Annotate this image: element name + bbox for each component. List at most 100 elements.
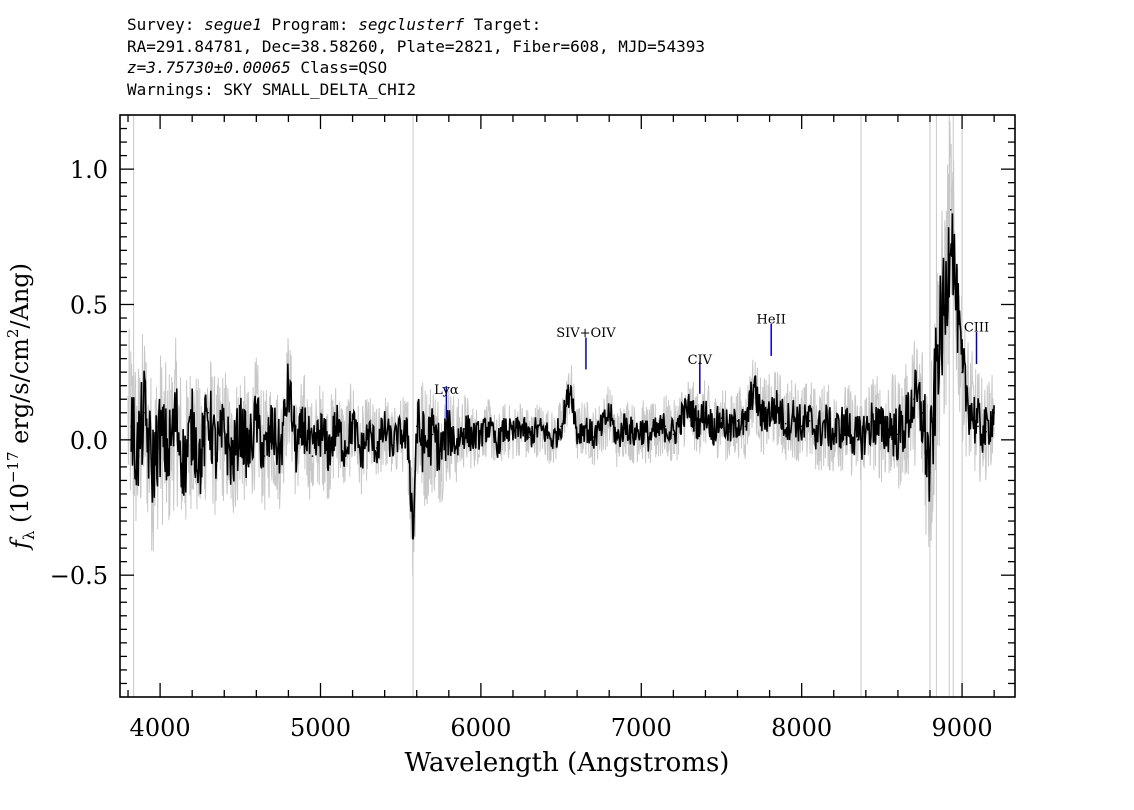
flux-point [504,428,506,430]
flux-point [592,436,594,438]
flux-point [776,406,779,409]
flux-point [728,430,731,433]
flux-point [456,441,458,444]
flux-point [865,430,867,433]
flux-point [977,425,979,428]
flux-point [993,411,995,414]
flux-point [961,371,963,373]
flux-point [720,417,723,419]
y-label-units-mid: erg/s/cm [6,338,34,452]
flux-point [143,411,145,414]
flux-point [648,436,651,438]
flux-point [760,417,763,419]
flux-point [130,425,133,428]
flux-point [496,444,498,447]
flux-point [929,471,931,474]
flux-point [937,344,939,346]
emission-line-annotations: Lyα SIV+OIV CIV HeII CIII [434,312,989,419]
flux-point [271,428,274,430]
x-tick-label: 7000 [611,714,672,742]
flux-point [183,466,185,468]
program-value: segclusterf [358,15,465,34]
emission-line-label: HeII [757,312,786,327]
flux-point [744,425,747,428]
flux-point [415,425,418,428]
target-label: Target: [464,15,542,34]
flux-point [480,433,482,436]
y-tick-label: 0.0 [70,427,108,455]
flux-point [969,406,971,409]
emission-line-label: CIV [688,353,713,368]
plot-header: Survey: segue1 Program: segclusterf Targ… [127,14,705,100]
y-label-squared: 2 [4,329,22,339]
x-tick-label: 9000 [932,714,993,742]
flux-point [412,533,414,536]
flux-point [303,425,306,428]
flux-point [696,422,699,425]
header-warnings: Warnings: SKY SMALL_DELTA_CHI2 [127,79,416,99]
flux-point [263,455,266,457]
flux-point [311,455,314,457]
flux-point [215,452,218,455]
y-axis-label: fλ (10−17 erg/s/cm2/Ang) [4,263,38,551]
flux-point [905,422,907,425]
x-tick-label: 6000 [450,714,511,742]
flux-point [800,425,803,428]
flux-point [950,208,952,211]
flux-point [913,398,915,401]
tick-labels: 4000 5000 6000 7000 8000 9000 −0.5 0.0 0.5 1.0 [50,156,993,742]
flux-point [327,449,330,452]
flux-point [407,441,410,444]
flux-point [608,411,611,414]
flux-point [752,384,755,387]
flux-point [295,449,298,452]
flux-point [569,384,572,387]
flux-point [672,433,675,436]
flux-point [439,449,442,452]
flux-point [640,428,643,430]
header-line-survey: Survey: segue1 Program: segclusterf Targ… [127,14,705,36]
flux-point [512,433,514,436]
flux-point [897,433,899,436]
error-band-trace [127,121,995,576]
flux-point [768,411,771,414]
flux-trace [130,213,995,540]
flux-point [616,439,619,441]
flux-point [423,444,426,447]
flux-point [576,433,578,436]
flux-point [431,433,434,436]
flux-point [889,425,891,428]
flux-layer [130,208,995,540]
flux-point [207,411,210,414]
class-value: Class=QSO [290,58,388,77]
flux-point [223,430,226,433]
x-tick-label: 8000 [771,714,832,742]
flux-point [632,433,635,436]
flux-point [688,406,691,409]
flux-point [464,428,466,430]
flux-point [816,430,819,433]
flux-point [199,460,201,463]
flux-point [536,428,538,430]
flux-point [792,414,795,417]
x-axis-label: Wavelength (Angstroms) [405,748,730,778]
flux-point [528,436,530,438]
header-coordinates: RA=291.84781, Dec=38.58260, Plate=2821, … [127,36,705,56]
flux-point [375,447,378,449]
flux-point [704,411,707,414]
y-tick-label: 1.0 [70,156,108,184]
x-tick-label: 4000 [130,714,191,742]
flux-point [560,425,562,428]
flux-point [159,433,161,436]
flux-point [239,425,242,428]
flux-point [656,430,659,433]
flux-point [680,417,683,419]
flux-point [335,425,338,428]
flux-point [664,425,667,428]
flux-point [985,430,987,433]
x-tick-label: 5000 [290,714,351,742]
flux-point [167,452,169,455]
flux-point [552,439,554,441]
flux-point [383,428,386,430]
emission-line-label: SIV+OIV [556,326,616,341]
